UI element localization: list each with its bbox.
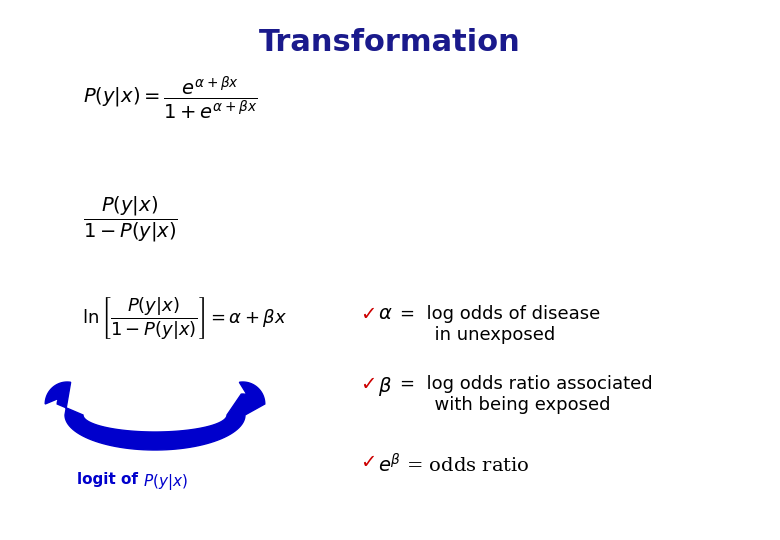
Text: $\beta$: $\beta$ [378,375,392,398]
Text: $\dfrac{P(y|x)}{1-P(y|x)}$: $\dfrac{P(y|x)}{1-P(y|x)}$ [83,195,178,244]
Text: logit of: logit of [76,472,143,487]
Text: ✓: ✓ [360,375,377,394]
Text: ✓: ✓ [360,305,377,324]
Text: $P(y|x)$: $P(y|x)$ [143,472,188,492]
Text: $P(y|x) = \dfrac{e^{\alpha+\beta x}}{1+e^{\alpha+\beta x}}$: $P(y|x) = \dfrac{e^{\alpha+\beta x}}{1+e… [83,75,257,123]
Polygon shape [45,382,264,450]
Text: $e^{\beta}$ = odds ratio: $e^{\beta}$ = odds ratio [378,453,530,476]
Text: ✓: ✓ [360,453,377,472]
Text: =  log odds of disease
      in unexposed: = log odds of disease in unexposed [400,305,601,344]
Text: Transformation: Transformation [259,28,521,57]
Text: $\alpha$: $\alpha$ [378,305,392,323]
Text: $\ln\left[\dfrac{P(y|x)}{1-P(y|x)}\right] = \alpha + \beta x$: $\ln\left[\dfrac{P(y|x)}{1-P(y|x)}\right… [83,295,288,341]
Text: =  log odds ratio associated
      with being exposed: = log odds ratio associated with being e… [400,375,653,414]
